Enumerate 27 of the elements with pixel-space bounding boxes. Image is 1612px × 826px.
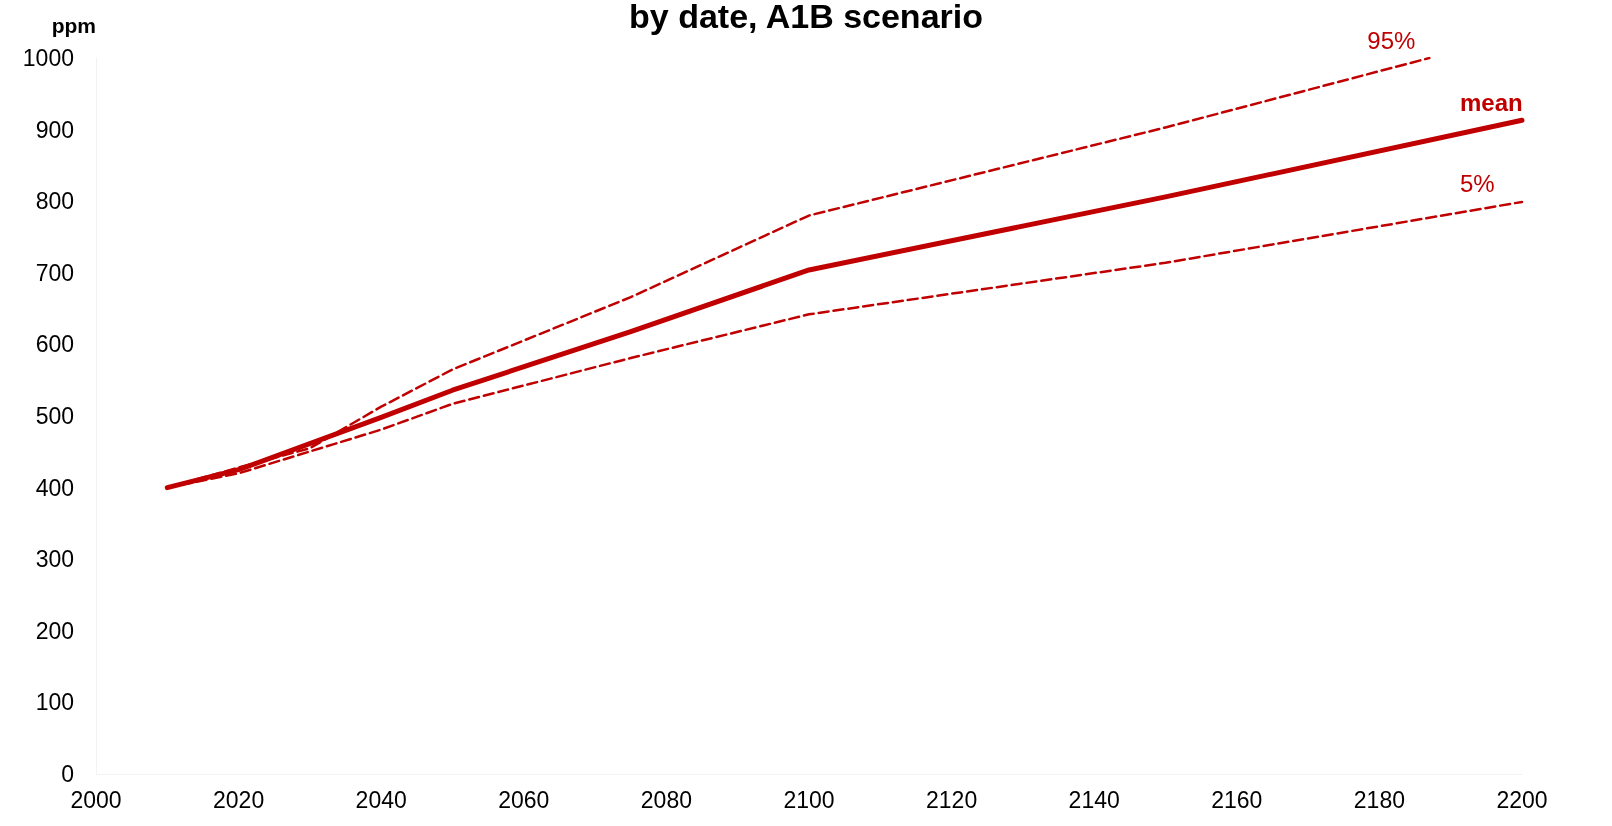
x-tick-label: 2080 [640, 786, 692, 813]
series-label: 5% [1460, 170, 1495, 198]
x-tick-label: 2040 [355, 786, 407, 813]
y-tick-label: 500 [35, 403, 74, 429]
y-tick-label: 600 [35, 331, 74, 358]
x-tick-label: 2060 [498, 786, 550, 813]
y-tick-label: 100 [35, 689, 74, 716]
y-axis-title: ppm [51, 14, 96, 37]
y-tick-label: 0 [61, 761, 74, 787]
x-tick-label: 2120 [926, 786, 978, 813]
x-tick-label: 2100 [783, 786, 835, 813]
x-tick-label: 2140 [1068, 786, 1120, 813]
x-tick-label: 2000 [70, 786, 122, 813]
y-tick-label: 300 [35, 546, 74, 573]
y-tick-label: 400 [35, 474, 74, 501]
x-tick-label: 2020 [213, 786, 265, 813]
x-tick-label: 2160 [1211, 786, 1263, 813]
y-tick-label: 700 [35, 259, 74, 286]
y-tick-label: 900 [35, 116, 74, 143]
chart-title: by date, A1B scenario [629, 0, 983, 35]
series-label: mean [1460, 88, 1523, 116]
series-label: 95% [1367, 26, 1416, 54]
y-tick-label: 200 [35, 617, 74, 644]
x-tick-label: 2200 [1496, 786, 1548, 813]
y-tick-label: 800 [35, 188, 74, 215]
x-tick-label: 2180 [1353, 786, 1405, 813]
y-tick-label: 1000 [22, 45, 74, 71]
